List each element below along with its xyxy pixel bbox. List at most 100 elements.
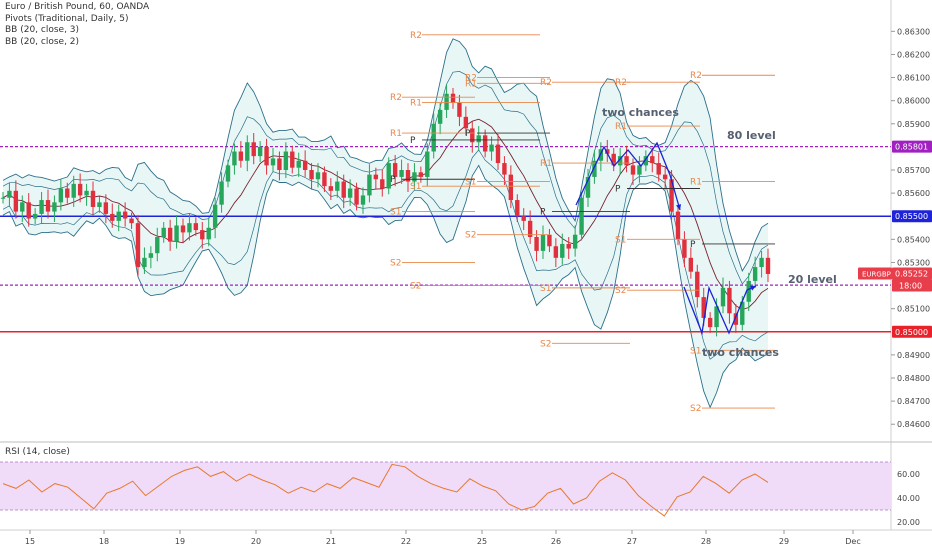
countdown-tag (892, 279, 932, 292)
candle-body (746, 280, 751, 302)
candle-body (740, 301, 745, 325)
rsi-tick-label: 20.00 (897, 518, 920, 527)
candle-body (463, 116, 469, 129)
annotation-80-level: 80 level (727, 129, 776, 142)
pivot-label: R1 (465, 79, 477, 89)
price-tick-label: 0.84600 (897, 420, 930, 429)
pivot-label: S1 (410, 182, 421, 192)
candle-body (425, 151, 430, 177)
pivot-label: P (615, 184, 621, 194)
rsi-band (0, 462, 891, 510)
candle-body (579, 197, 584, 235)
price-tick-label: 0.86000 (897, 97, 930, 106)
candle-body (714, 306, 719, 328)
candle-body (450, 93, 456, 103)
candle-body (489, 144, 494, 152)
bollinger-lower-3sd (2, 164, 769, 409)
price-tick-label: 0.85100 (897, 305, 930, 314)
legend-symbol: Euro / British Pound, 60, OANDA (5, 2, 150, 12)
time-tick-label: 18 (99, 537, 109, 546)
pivot-label: S2 (690, 404, 701, 414)
price-tick-label: 0.84700 (897, 397, 930, 406)
candle-body (656, 163, 661, 175)
time-tick-label: Dec (845, 537, 860, 546)
candle-body (77, 183, 83, 196)
candle-body (682, 239, 687, 258)
bollinger-band-fill (3, 38, 768, 408)
pivot-label: P (465, 129, 471, 139)
rsi-legend: RSI (14, close) (5, 447, 70, 457)
candle-body (765, 257, 771, 274)
candle-body (84, 190, 89, 196)
candle-body (264, 146, 269, 166)
candle-body (45, 200, 51, 212)
pivot-label: R2 (690, 71, 702, 81)
candle-body (412, 172, 417, 182)
price-tick-label: 0.85600 (897, 189, 930, 198)
rsi-line (2, 463, 769, 517)
candle-body (193, 223, 199, 231)
countdown-label: 18:00 (899, 282, 922, 291)
candle-body (315, 172, 321, 180)
price-tick-label: 0.86300 (897, 27, 930, 36)
candle-body (270, 158, 276, 166)
candle-body (572, 234, 578, 249)
pivot-label: R1 (615, 122, 627, 132)
candle-body (200, 230, 205, 240)
pivot-label: S1 (690, 346, 701, 356)
pivot-label: R2 (465, 74, 477, 84)
candle-body (328, 186, 334, 191)
candle-body (495, 144, 501, 164)
candle-body (617, 156, 623, 166)
candle-body (437, 109, 443, 124)
time-tick-label: 20 (251, 537, 261, 546)
candle-body (405, 170, 411, 182)
legend-bb1: BB (20, close, 3) (5, 25, 80, 35)
pivot-label: S1 (390, 208, 401, 218)
annotation-two-chances-bottom: two chances (702, 346, 779, 359)
candle-body (637, 165, 642, 175)
candle-body (540, 234, 546, 251)
candle-body (457, 102, 462, 117)
candle-body (71, 183, 76, 198)
time-tick-label: 19 (175, 537, 185, 546)
pivot-label: R2 (410, 31, 422, 41)
pivot-label: R2 (390, 93, 402, 103)
candle-body (527, 220, 533, 238)
candle-body (482, 135, 488, 152)
pivot-label: R2 (540, 78, 552, 88)
candle-body (560, 243, 565, 258)
candle-body (155, 237, 160, 254)
candle-body (135, 223, 141, 268)
candle-body (624, 156, 629, 166)
candle-body (727, 287, 732, 314)
level-tag (892, 140, 932, 153)
time-tick-label: 27 (627, 537, 637, 546)
candle-body (174, 225, 179, 242)
bollinger-lower-2sd (2, 149, 769, 360)
annotation-two-chances-top: two chances (602, 106, 679, 119)
level-tag (892, 210, 932, 223)
candle-body (662, 174, 668, 180)
candle-body (521, 216, 526, 221)
candle-body (52, 202, 57, 212)
candle-body (630, 165, 636, 175)
price-tick-label: 0.86100 (897, 74, 930, 83)
level-tag-label: 0.85801 (895, 143, 928, 152)
candle-body (669, 179, 674, 212)
candle-body (444, 93, 449, 110)
candle-body (219, 181, 224, 205)
candle-body (720, 287, 726, 307)
last-price-label: 0.85252 (895, 270, 928, 279)
pivot-label: R1 (410, 99, 422, 109)
candle-body (122, 211, 128, 219)
price-tick-label: 0.84800 (897, 374, 930, 383)
candle-body (167, 227, 173, 242)
pivot-label: P (540, 208, 546, 218)
trend-arrow-head (676, 204, 682, 210)
symbol-tag-label: EURGBP (862, 271, 891, 279)
candle-body (142, 257, 147, 268)
legend-pivots: Pivots (Traditional, Daily, 5) (5, 13, 129, 24)
pivot-label: S2 (540, 339, 551, 349)
